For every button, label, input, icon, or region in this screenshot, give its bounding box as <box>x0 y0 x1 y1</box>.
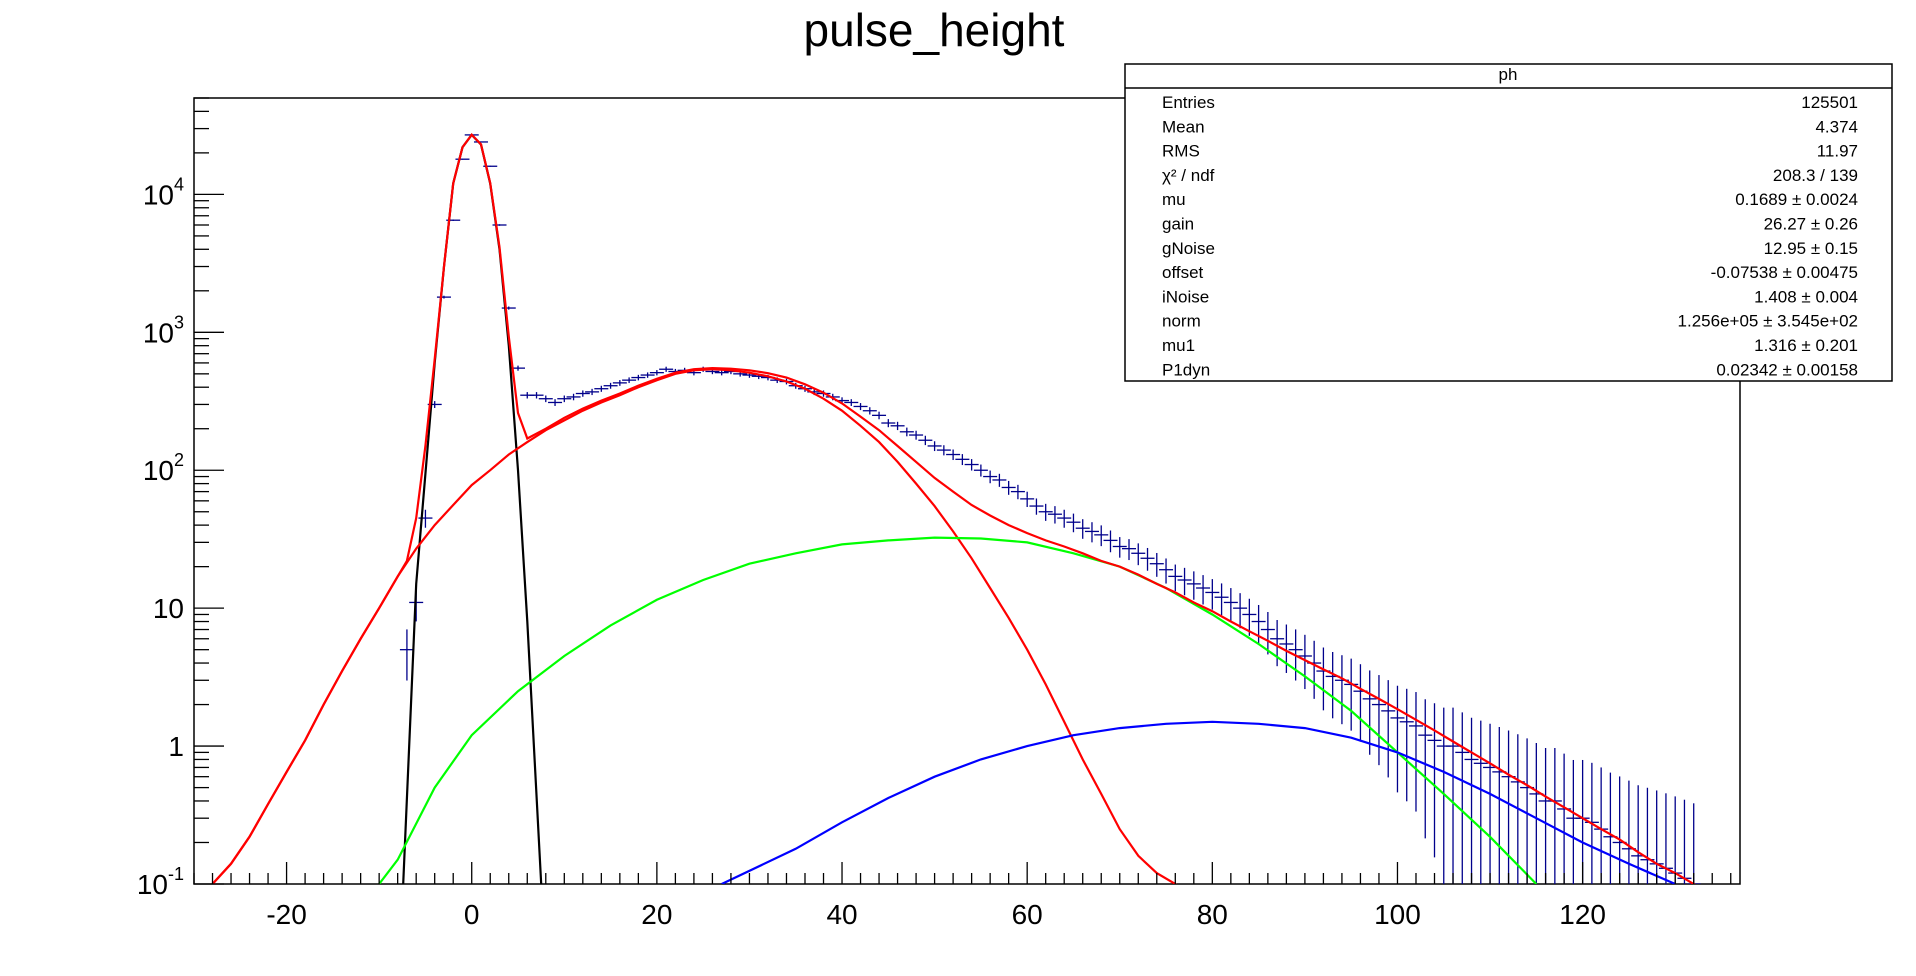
y-tick-label: 103 <box>143 312 184 348</box>
stats-row-value: 4.374 <box>1815 117 1858 136</box>
stats-rows: Entries 125501 Mean 4.374 RMS 11.97 χ² / ndf 20… <box>1162 93 1858 379</box>
chart-title: pulse_height <box>804 4 1065 56</box>
x-tick-label: 40 <box>826 899 857 930</box>
x-tick-label: 120 <box>1559 899 1606 930</box>
y-tick-exponent: 4 <box>174 174 184 194</box>
y-tick-exponent: 3 <box>174 312 184 332</box>
two-pe-fit-curve <box>378 536 1538 884</box>
stats-row-value: 26.27 ± 0.26 <box>1764 215 1858 234</box>
stats-row-label: gain <box>1162 215 1194 234</box>
three-pe-fit-curve <box>721 720 1676 884</box>
x-tick-label: -20 <box>266 899 306 930</box>
stats-row-label: norm <box>1162 312 1201 331</box>
y-tick-label: 10-1 <box>137 864 184 900</box>
stats-row-label: Entries <box>1162 93 1215 112</box>
y-tick-label: 10 <box>153 593 184 624</box>
y-tick-exponent: 2 <box>174 450 184 470</box>
x-tick-label: 20 <box>641 899 672 930</box>
y-tick-base: 10 <box>143 455 174 486</box>
stats-row-value: 1.256e+05 ± 3.545e+02 <box>1678 312 1858 331</box>
stats-row-label: χ² / ndf <box>1162 166 1215 185</box>
x-tick-label: 80 <box>1197 899 1228 930</box>
stats-row-value: 12.95 ± 0.15 <box>1764 239 1858 258</box>
data-layer <box>211 133 1701 884</box>
stats-row-label: P1dyn <box>1162 360 1210 379</box>
x-tick-label: 0 <box>464 899 480 930</box>
stats-row-value: 208.3 / 139 <box>1773 166 1858 185</box>
stats-row-value: 11.97 <box>1817 142 1858 161</box>
stats-row-label: mu1 <box>1162 336 1195 355</box>
y-tick-exponent: -1 <box>168 864 184 884</box>
stats-box-frame <box>1124 63 1893 382</box>
one-pe-fit-curve <box>211 368 1177 884</box>
stats-box: ph Entries 125501 Mean 4.374 RMS 11.97 χ² / nd… <box>1124 63 1893 382</box>
stats-row-label: offset <box>1162 263 1204 282</box>
stats-row-label: Mean <box>1162 117 1205 136</box>
stats-row-label: mu <box>1162 190 1186 209</box>
y-tick-base: 10 <box>137 869 168 900</box>
y-tick-label: 104 <box>143 174 184 210</box>
stats-row-value: -0.07538 ± 0.00475 <box>1711 263 1858 282</box>
stats-row-label: gNoise <box>1162 239 1215 258</box>
stats-row-value: 1.408 ± 0.004 <box>1754 287 1858 306</box>
stats-row-value: 125501 <box>1801 93 1858 112</box>
total-fit-curve <box>211 133 1696 884</box>
x-tick-label: 60 <box>1012 899 1043 930</box>
x-tick-label: 100 <box>1374 899 1421 930</box>
y-tick-base: 10 <box>153 593 184 624</box>
stats-row-value: 0.1689 ± 0.0024 <box>1735 190 1858 209</box>
stats-row-label: RMS <box>1162 142 1200 161</box>
y-tick-base: 1 <box>168 731 184 762</box>
y-tick-label: 102 <box>143 450 184 486</box>
stats-box-title: ph <box>1499 65 1518 84</box>
y-tick-base: 10 <box>143 179 174 210</box>
pedestal-fit-curve <box>402 133 543 884</box>
stats-row-label: iNoise <box>1162 287 1209 306</box>
x-axis: -20 0 20 40 60 80 100 120 <box>193 862 1732 930</box>
y-tick-label: 1 <box>168 731 184 762</box>
stats-row-value: 0.02342 ± 0.00158 <box>1716 360 1858 379</box>
y-tick-base: 10 <box>143 317 174 348</box>
stats-row-value: 1.316 ± 0.201 <box>1754 336 1858 355</box>
